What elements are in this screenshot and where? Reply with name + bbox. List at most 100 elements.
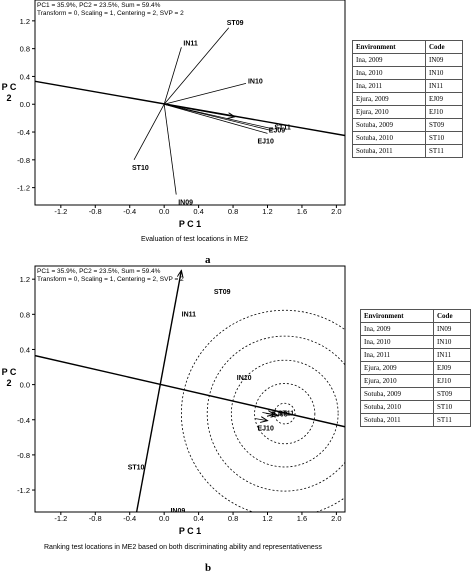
point-label-ej10: EJ10 bbox=[258, 138, 274, 145]
cell-environment: Sotuba, 2009 bbox=[352, 118, 426, 132]
x-tick-label: 2.0 bbox=[331, 514, 341, 523]
cell-environment: Sotuba, 2011 bbox=[360, 413, 434, 427]
point-label-in10: IN10 bbox=[237, 375, 252, 382]
cell-code: IN09 bbox=[433, 322, 471, 336]
x-tick-label: 1.6 bbox=[297, 514, 307, 523]
cell-code: IN11 bbox=[425, 79, 463, 93]
cell-environment: Sotuba, 2010 bbox=[360, 400, 434, 414]
table-row: Ina, 2010 IN10 bbox=[360, 335, 471, 349]
perpendicular-axis bbox=[137, 270, 182, 512]
cell-code: EJ09 bbox=[425, 92, 463, 106]
cell-environment: Ina, 2011 bbox=[360, 348, 434, 362]
y-tick-label: -1.2 bbox=[17, 184, 30, 193]
concentric-circle bbox=[206, 335, 345, 492]
environment-table-a: Environment Code Ina, 2009 IN09 Ina, 2010… bbox=[352, 40, 463, 158]
concentric-circle bbox=[230, 359, 339, 468]
y-axis-label: 2 bbox=[6, 93, 11, 103]
point-label-in09: IN09 bbox=[170, 508, 185, 515]
y-tick-label: 0.8 bbox=[20, 310, 30, 319]
table-row: Ina, 2009 IN09 bbox=[360, 322, 471, 336]
col-header-code: Code bbox=[425, 40, 463, 54]
y-tick-label: 0.4 bbox=[20, 72, 30, 81]
concentric-circle bbox=[254, 383, 316, 445]
vector-in09 bbox=[163, 104, 177, 195]
point-label-st10: ST10 bbox=[132, 165, 149, 172]
x-tick-label: 1.2 bbox=[262, 207, 272, 216]
point-label-st09: ST09 bbox=[214, 289, 231, 296]
point-label-in09: IN09 bbox=[178, 200, 193, 207]
plot-header-stats: PC1 = 35.9%, PC2 = 23.5%, Sum = 59.4% bbox=[37, 2, 161, 9]
y-tick-label: 0.8 bbox=[20, 45, 30, 54]
y-axis-label: P C bbox=[2, 82, 17, 92]
table-row: Ina, 2011 IN11 bbox=[352, 79, 463, 93]
x-tick-label: 0.4 bbox=[193, 207, 203, 216]
cell-code: EJ10 bbox=[425, 105, 463, 119]
cell-environment: Ejura, 2010 bbox=[360, 374, 434, 388]
cell-code: EJ09 bbox=[433, 361, 471, 375]
table-row: Ina, 2011 IN11 bbox=[360, 348, 471, 362]
point-label-ej09: EJ09 bbox=[271, 411, 287, 418]
panel-letter-a: a bbox=[205, 254, 211, 266]
cell-environment: Ina, 2009 bbox=[352, 53, 426, 67]
vector-st11 bbox=[164, 103, 275, 130]
table-row: Ejura, 2009 EJ09 bbox=[360, 361, 471, 375]
cell-code: ST10 bbox=[433, 400, 471, 414]
cell-code: EJ10 bbox=[433, 374, 471, 388]
x-tick-label: -0.8 bbox=[89, 207, 102, 216]
table-row: Sotuba, 2009 ST09 bbox=[360, 387, 471, 401]
point-label-ej09: EJ09 bbox=[269, 128, 285, 135]
table-header-row: Environment Code bbox=[360, 309, 471, 323]
y-tick-label: -0.8 bbox=[17, 156, 30, 165]
plot-header-stats: PC1 = 35.9%, PC2 = 23.5%, Sum = 59.4% bbox=[37, 268, 161, 275]
x-axis-label: P C 1 bbox=[179, 219, 201, 229]
cell-code: ST09 bbox=[425, 118, 463, 132]
vector-ej10 bbox=[164, 103, 268, 134]
table-row: Ejura, 2010 EJ10 bbox=[360, 374, 471, 388]
point-label-st11: ST11 bbox=[278, 410, 294, 417]
table-row: Sotuba, 2011 ST11 bbox=[352, 144, 463, 158]
x-axis-label: P C 1 bbox=[179, 526, 201, 536]
table-row: Ina, 2010 IN10 bbox=[352, 66, 463, 80]
cell-code: ST11 bbox=[433, 413, 471, 427]
col-header-environment: Environment bbox=[352, 40, 426, 54]
x-tick-label: 0.8 bbox=[228, 514, 238, 523]
y-tick-label: -1.2 bbox=[17, 486, 30, 495]
table-row: Ina, 2009 IN09 bbox=[352, 53, 463, 67]
y-axis-label: 2 bbox=[6, 378, 11, 388]
cell-environment: Sotuba, 2009 bbox=[360, 387, 434, 401]
y-tick-label: 1.2 bbox=[20, 275, 30, 284]
vector-in11 bbox=[163, 47, 182, 105]
table-row: Ejura, 2009 EJ09 bbox=[352, 92, 463, 106]
col-header-environment: Environment bbox=[360, 309, 434, 323]
vector-in10 bbox=[164, 83, 247, 105]
table-row: Sotuba, 2011 ST11 bbox=[360, 413, 471, 427]
cell-environment: Ejura, 2010 bbox=[352, 105, 426, 119]
y-tick-label: 0.4 bbox=[20, 345, 30, 354]
cell-code: ST09 bbox=[433, 387, 471, 401]
x-tick-label: -1.2 bbox=[54, 207, 67, 216]
cell-code: ST10 bbox=[425, 131, 463, 145]
cell-code: ST11 bbox=[425, 144, 463, 158]
biplot-panel-b: PC1 = 35.9%, PC2 = 23.5%, Sum = 59.4%Tra… bbox=[2, 265, 346, 536]
x-tick-label: -0.4 bbox=[123, 514, 136, 523]
table-row: Sotuba, 2010 ST10 bbox=[352, 131, 463, 145]
average-environment-axis bbox=[35, 354, 345, 428]
cell-environment: Ina, 2010 bbox=[360, 335, 434, 349]
table-row: Sotuba, 2009 ST09 bbox=[352, 118, 463, 132]
cell-environment: Ina, 2011 bbox=[352, 79, 426, 93]
point-label-ej10: EJ10 bbox=[258, 426, 274, 433]
y-tick-label: 0.0 bbox=[20, 100, 30, 109]
plot-frame bbox=[34, 0, 346, 206]
point-label-in11: IN11 bbox=[183, 40, 198, 47]
x-tick-label: -0.4 bbox=[123, 207, 136, 216]
cell-code: IN10 bbox=[425, 66, 463, 80]
x-tick-label: -0.8 bbox=[89, 514, 102, 523]
cell-environment: Sotuba, 2010 bbox=[352, 131, 426, 145]
cell-code: IN09 bbox=[425, 53, 463, 67]
x-tick-label: 1.2 bbox=[262, 514, 272, 523]
table-row: Ejura, 2010 EJ10 bbox=[352, 105, 463, 119]
y-tick-label: -0.4 bbox=[17, 416, 30, 425]
point-label-in10: IN10 bbox=[248, 78, 263, 85]
